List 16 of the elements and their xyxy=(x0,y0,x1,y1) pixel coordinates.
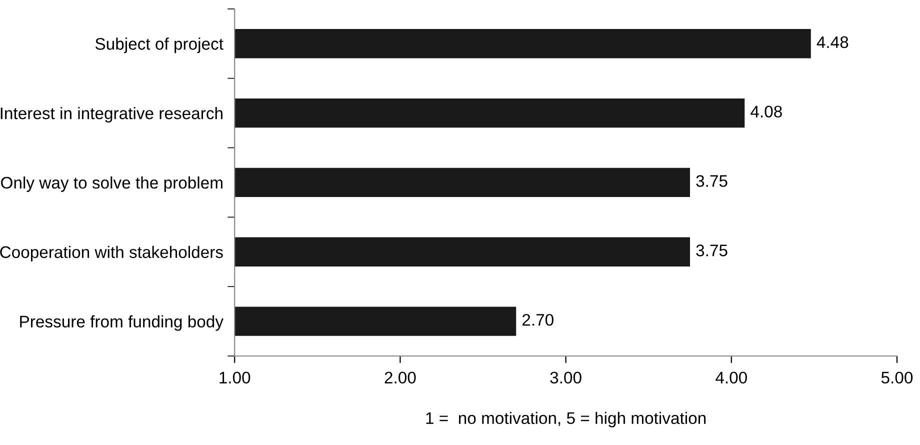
x-tick-label: 4.00 xyxy=(716,372,747,384)
x-axis-title: 1 = no motivation, 5 = high motivation xyxy=(426,412,706,428)
x-tick-label: 5.00 xyxy=(881,372,913,384)
y-tick-label: Subject of project xyxy=(95,38,224,54)
data-label: 4.08 xyxy=(750,106,782,118)
x-tick-label: 3.00 xyxy=(550,372,582,384)
data-label: 2.70 xyxy=(522,314,554,326)
y-tick-label: Interest in integrative research xyxy=(0,106,222,123)
data-label: 3.75 xyxy=(696,244,728,256)
x-tick-label: 2.00 xyxy=(384,372,416,384)
data-label: 4.48 xyxy=(816,36,848,48)
y-tick-label: Only way to solve the problem xyxy=(1,176,222,192)
y-tick-label: Pressure from funding body xyxy=(20,315,224,331)
x-tick-label: 1.00 xyxy=(220,372,250,384)
y-tick-label: Cooperation with stakeholders xyxy=(0,246,223,262)
data-label: 3.75 xyxy=(696,175,728,187)
